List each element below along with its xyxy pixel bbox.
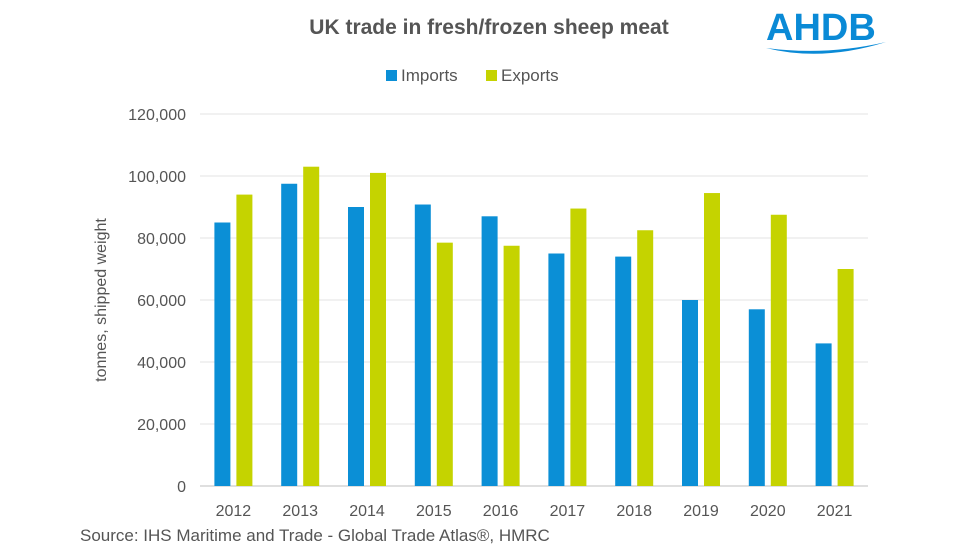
bar-imports-2019 [682, 300, 698, 486]
y-axis-label: tonnes, shipped weight [93, 218, 110, 382]
bar-imports-2016 [481, 216, 498, 487]
bar-exports-2020 [770, 214, 787, 486]
legend: Imports Exports [386, 66, 559, 85]
gridlines [200, 113, 868, 487]
x-tick-label: 2018 [616, 503, 652, 520]
x-tick-label: 2021 [817, 503, 853, 520]
legend-label-imports: Imports [401, 66, 458, 85]
legend-swatch-imports [386, 70, 397, 81]
bar-imports-2013 [281, 183, 298, 486]
y-tick-label: 80,000 [137, 231, 186, 248]
source-note: Source: IHS Maritime and Trade - Global … [80, 526, 550, 545]
bar-exports-2018 [637, 230, 654, 486]
bars [214, 166, 854, 487]
bar-exports-2017 [570, 208, 587, 487]
legend-label-exports: Exports [501, 66, 559, 85]
bar-exports-2013 [303, 166, 320, 486]
bar-imports-2021 [815, 343, 832, 486]
y-tick-label: 0 [177, 479, 186, 496]
legend-swatch-exports [486, 70, 497, 81]
y-tick-label: 60,000 [137, 293, 186, 310]
x-tick-label: 2014 [349, 503, 385, 520]
y-tick-label: 120,000 [128, 107, 186, 124]
bar-imports-2014 [348, 207, 364, 486]
bar-exports-2015 [436, 242, 453, 486]
chart-title: UK trade in fresh/frozen sheep meat [309, 16, 669, 39]
x-tick-label: 2016 [483, 503, 519, 520]
x-tick-label: 2015 [416, 503, 452, 520]
bar-imports-2015 [414, 204, 431, 486]
bar-exports-2019 [704, 193, 720, 487]
bar-exports-2012 [236, 194, 253, 486]
x-tick-label: 2017 [550, 503, 586, 520]
bar-exports-2014 [370, 172, 386, 486]
logo-text: AHDB [766, 7, 876, 49]
ahdb-logo: AHDB [762, 4, 892, 60]
bar-imports-2020 [748, 309, 765, 486]
x-tick-label: 2020 [750, 503, 786, 520]
x-axis-ticks: 2012 2013 2014 2015 2016 2017 2018 2019 2020 2021 [216, 503, 853, 520]
bar-imports-2017 [548, 253, 565, 486]
bar-exports-2021 [837, 269, 854, 486]
logo-swoosh-icon [766, 42, 886, 54]
y-tick-label: 20,000 [137, 417, 186, 434]
x-tick-label: 2012 [216, 503, 252, 520]
bar-imports-2018 [615, 256, 632, 486]
bar-exports-2016 [503, 245, 520, 486]
y-axis-ticks: 0 20,000 40,000 60,000 80,000 100,000 120,000 [128, 107, 186, 496]
x-tick-label: 2019 [683, 503, 719, 520]
y-tick-label: 100,000 [128, 169, 186, 186]
bar-imports-2012 [214, 222, 231, 486]
y-tick-label: 40,000 [137, 355, 186, 372]
x-tick-label: 2013 [282, 503, 318, 520]
